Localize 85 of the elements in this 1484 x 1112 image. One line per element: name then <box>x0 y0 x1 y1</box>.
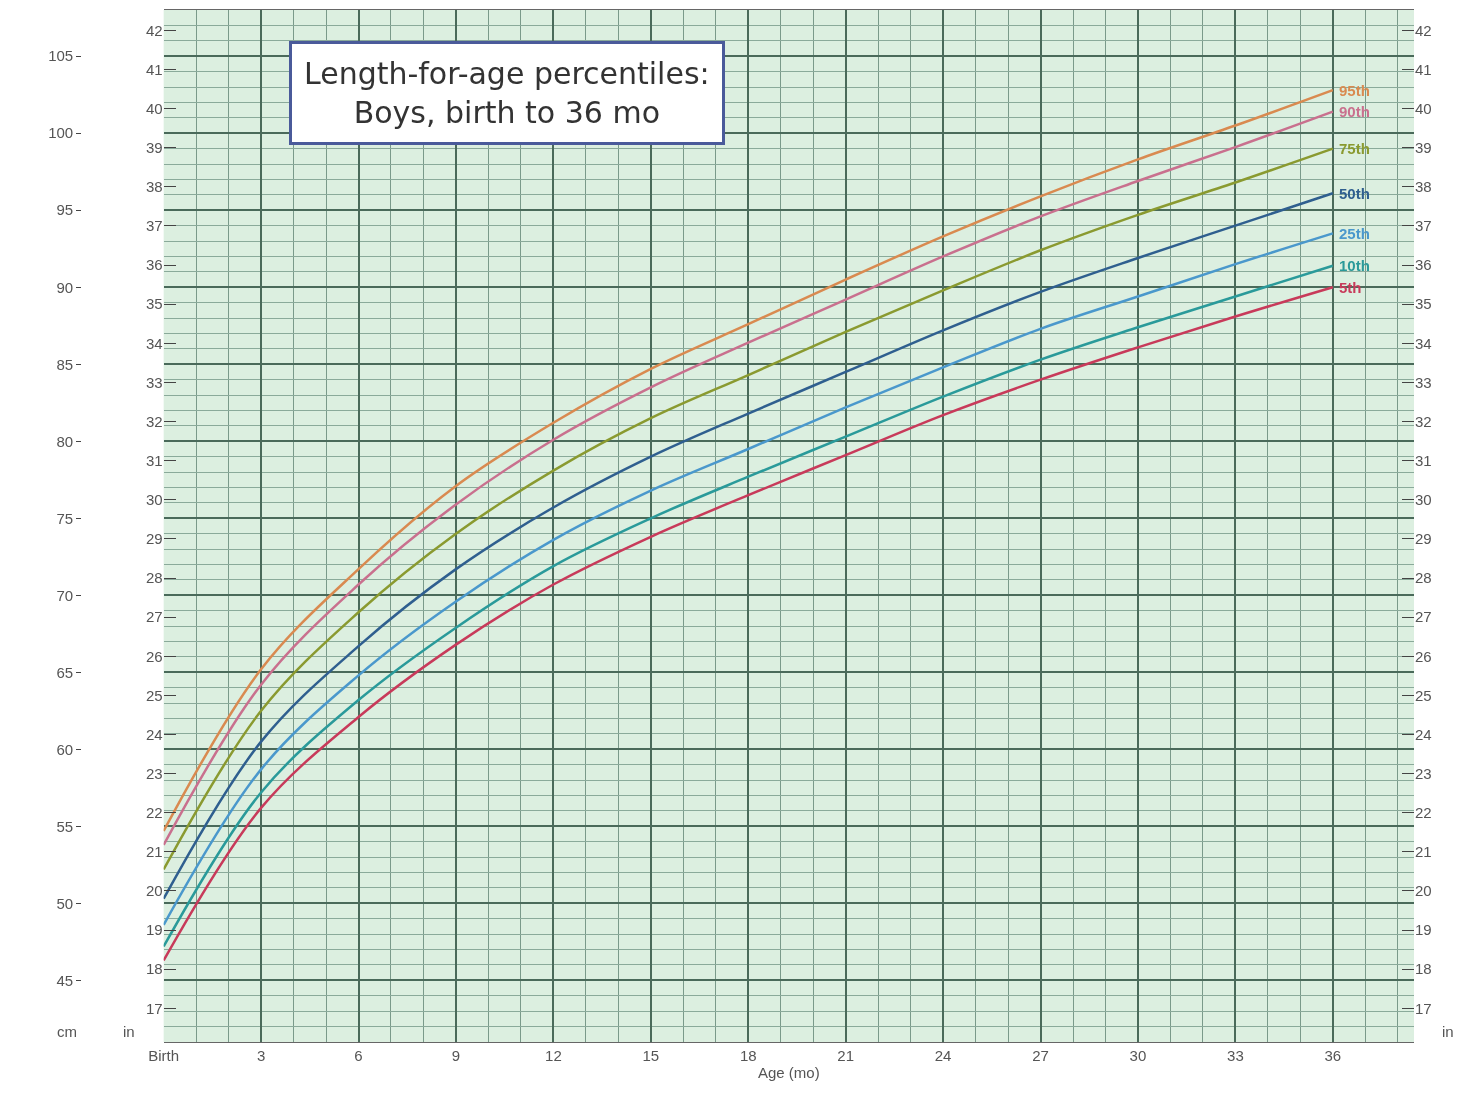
y3-tick-label: 33 <box>145 373 163 391</box>
y-tick-label: 95 <box>56 201 74 219</box>
y2-axis-title: in <box>1442 1023 1454 1040</box>
y3-axis-title: in <box>123 1023 135 1040</box>
y2-tick-label: 39 <box>1415 138 1432 156</box>
y3-tick-label: 36 <box>145 256 163 274</box>
y2-tick-label: 19 <box>1415 921 1432 939</box>
y2-tick-label: 25 <box>1415 686 1432 704</box>
y2-tick-label: 33 <box>1415 373 1432 391</box>
y-tick-label: 65 <box>56 663 74 681</box>
x-tick-label: 18 <box>739 1047 757 1064</box>
x-tick-label: 36 <box>1324 1047 1342 1064</box>
y2-tick-label: 30 <box>1415 491 1432 509</box>
y2-tick-label: 27 <box>1415 608 1432 626</box>
series-label: 75th <box>1339 140 1370 157</box>
y3-tick-label: 26 <box>145 647 163 665</box>
x-tick-label: 9 <box>451 1047 461 1064</box>
y3-tick-label: 41 <box>145 60 163 78</box>
y2-tick-label: 40 <box>1415 99 1432 117</box>
x-tick-label: 3 <box>256 1047 266 1064</box>
y3-tick-label: 30 <box>145 491 163 509</box>
x-tick-label: 21 <box>837 1047 854 1064</box>
y2-tick-label: 23 <box>1415 764 1432 782</box>
y-tick-label: 75 <box>56 509 74 527</box>
y2-tick-label: 18 <box>1415 960 1432 978</box>
x-tick-label: 24 <box>934 1047 952 1064</box>
y3-tick-label: 35 <box>145 295 163 313</box>
x-tick-label: 12 <box>545 1047 562 1064</box>
y3-tick-label: 20 <box>145 882 163 900</box>
y2-tick-label: 38 <box>1415 178 1432 196</box>
y2-tick-label: 32 <box>1415 412 1432 430</box>
y3-tick-label: 23 <box>145 764 163 782</box>
y3-tick-label: 22 <box>145 804 163 821</box>
y3-tick-label: 32 <box>145 412 163 430</box>
y3-tick-label: 28 <box>145 569 163 587</box>
y-tick-label: 70 <box>56 586 74 604</box>
y3-tick-label: 37 <box>145 217 163 235</box>
y3-tick-label: 38 <box>145 178 163 196</box>
text: Length-for-age percentiles: Boys, birth to 36 mo <box>304 56 710 130</box>
y2-tick-label: 37 <box>1415 217 1432 235</box>
y2-tick-label: 17 <box>1415 999 1432 1017</box>
y2-tick-label: 29 <box>1415 530 1432 548</box>
x-tick-label: 33 <box>1227 1047 1244 1064</box>
x-tick-label: 27 <box>1032 1047 1049 1064</box>
y2-tick-label: 26 <box>1415 647 1432 665</box>
y3-tick-label: 24 <box>145 725 163 743</box>
y2-tick-label: 42 <box>1415 21 1432 39</box>
y3-tick-label: 39 <box>145 138 163 156</box>
y-tick-label: 100 <box>48 124 74 142</box>
y2-tick-label: 31 <box>1415 451 1432 469</box>
y-tick-label: 50 <box>56 894 74 912</box>
x-tick-label: 30 <box>1129 1047 1147 1064</box>
y3-tick-label: 17 <box>145 999 163 1017</box>
y-tick-label: 80 <box>56 432 74 450</box>
y2-tick-label: 35 <box>1415 295 1432 313</box>
y2-tick-label: 28 <box>1415 569 1432 587</box>
y2-tick-label: 21 <box>1415 843 1432 861</box>
y-tick-label: 105 <box>48 47 74 65</box>
y2-tick-label: 36 <box>1415 256 1432 274</box>
y3-tick-label: 40 <box>145 99 163 117</box>
y2-tick-label: 34 <box>1415 334 1432 352</box>
y3-tick-label: 25 <box>145 686 163 704</box>
y3-tick-label: 19 <box>145 921 163 939</box>
y3-tick-label: 29 <box>145 530 163 548</box>
y-tick-label: 90 <box>56 278 74 296</box>
y2-tick-label: 20 <box>1415 882 1432 900</box>
y2-tick-label: 41 <box>1415 60 1432 78</box>
y-tick-label: 85 <box>56 355 74 373</box>
y3-tick-label: 21 <box>145 843 163 861</box>
x-tick-label: 15 <box>642 1047 660 1064</box>
y-axis-title: cm <box>57 1023 77 1040</box>
y3-tick-label: 42 <box>145 21 163 39</box>
y2-tick-label: 24 <box>1415 725 1432 743</box>
y3-tick-label: 18 <box>145 960 163 978</box>
y3-tick-label: 34 <box>145 334 163 352</box>
x-axis-title: Age (mo) <box>757 1064 820 1081</box>
x-tick-label: Birth <box>148 1047 180 1064</box>
x-tick-label: 6 <box>354 1047 363 1064</box>
y3-tick-label: 27 <box>145 608 163 626</box>
y3-tick-label: 31 <box>145 451 163 469</box>
series-label: 50th <box>1339 185 1370 202</box>
y2-tick-label: 22 <box>1415 804 1432 821</box>
y-tick-label: 55 <box>56 817 74 835</box>
y-tick-label: 60 <box>56 740 74 758</box>
y-tick-label: 45 <box>56 971 74 989</box>
